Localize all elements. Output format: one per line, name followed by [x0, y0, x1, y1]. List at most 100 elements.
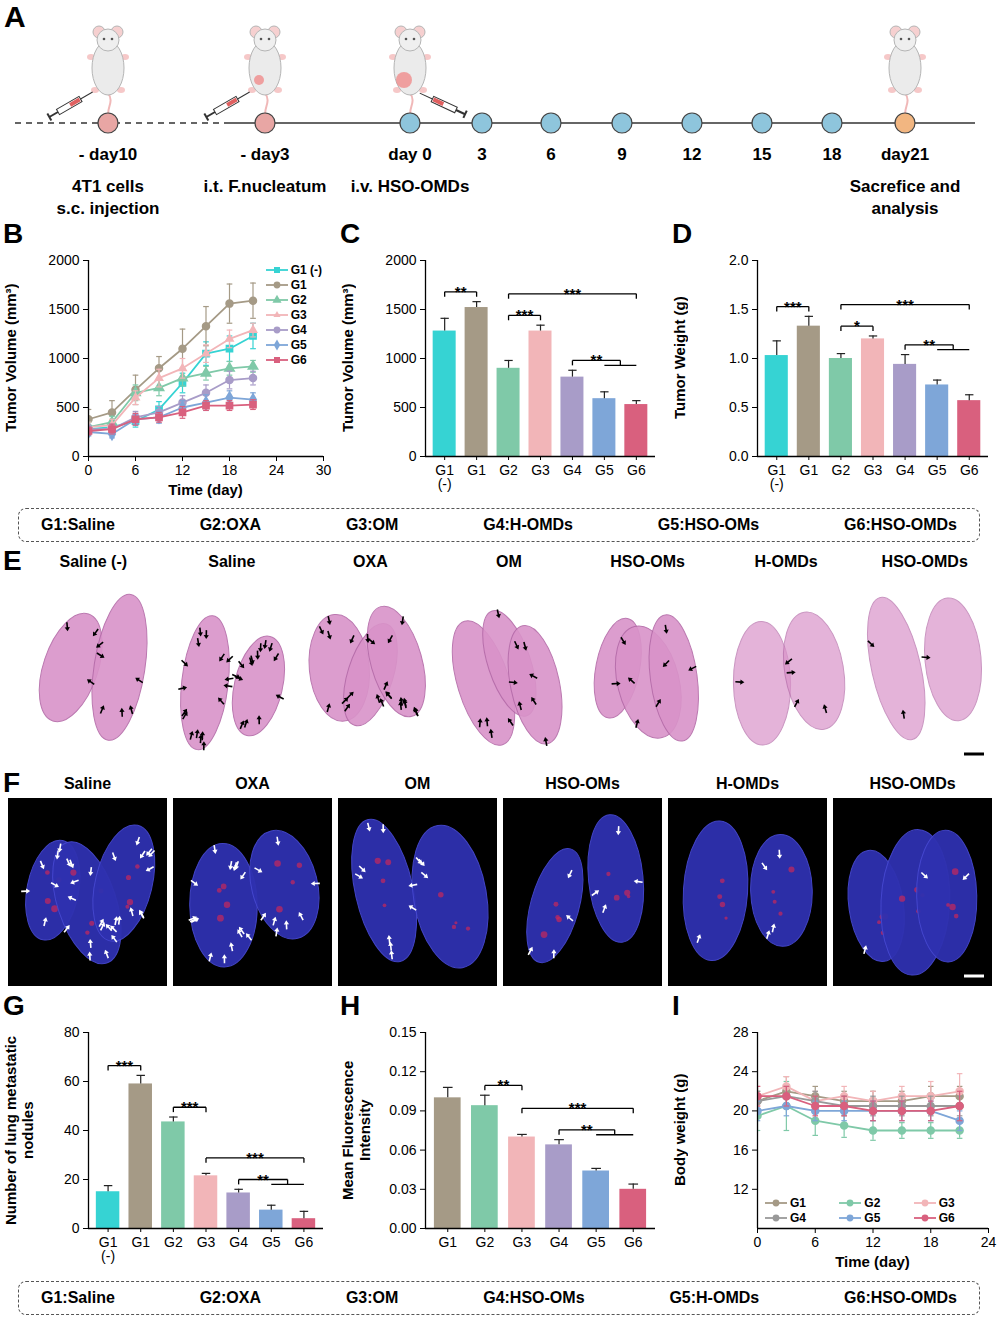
svg-text:0: 0 [409, 448, 417, 464]
svg-text:0.0: 0.0 [729, 448, 749, 464]
svg-text:9: 9 [617, 145, 626, 164]
svg-text:i.t. F.nucleatum: i.t. F.nucleatum [204, 177, 327, 196]
svg-text:G1: G1 [467, 462, 486, 478]
svg-text:G1: G1 [438, 1234, 457, 1250]
svg-text:G1(-): G1(-) [99, 1234, 118, 1264]
svg-text:G4: G4 [229, 1234, 248, 1250]
svg-text:20: 20 [733, 1102, 749, 1118]
svg-text:1.5: 1.5 [729, 301, 749, 317]
svg-text:G6: G6 [295, 1234, 314, 1250]
svg-text:***: *** [564, 285, 582, 302]
svg-text:***: *** [116, 1057, 134, 1074]
svg-text:24: 24 [269, 462, 285, 478]
svg-text:- day3: - day3 [240, 145, 289, 164]
svg-text:0.12: 0.12 [389, 1063, 416, 1079]
svg-text:40: 40 [64, 1122, 80, 1138]
svg-text:2000: 2000 [48, 252, 79, 268]
svg-text:i.v. HSO-OMDs: i.v. HSO-OMDs [351, 177, 470, 196]
svg-text:0: 0 [85, 462, 93, 478]
svg-text:0: 0 [754, 1234, 762, 1250]
svg-text:0.15: 0.15 [389, 1024, 416, 1040]
svg-text:18: 18 [923, 1234, 939, 1250]
svg-text:16: 16 [733, 1142, 749, 1158]
svg-text:G4: G4 [550, 1234, 569, 1250]
svg-text:80: 80 [64, 1024, 80, 1040]
svg-text:18: 18 [823, 145, 842, 164]
svg-text:G1: G1 [799, 462, 818, 478]
svg-text:6: 6 [132, 462, 140, 478]
svg-text:28: 28 [733, 1024, 749, 1040]
svg-text:12: 12 [865, 1234, 881, 1250]
svg-text:*: * [854, 317, 860, 334]
svg-text:***: *** [784, 298, 802, 315]
svg-text:**: ** [923, 336, 935, 353]
svg-text:**: ** [591, 351, 603, 368]
svg-text:***: *** [181, 1098, 199, 1115]
svg-text:***: *** [516, 306, 534, 323]
svg-text:**: ** [455, 283, 467, 300]
svg-text:G5: G5 [928, 462, 947, 478]
svg-text:G3: G3 [197, 1234, 216, 1250]
svg-text:500: 500 [393, 399, 417, 415]
svg-text:500: 500 [56, 399, 80, 415]
svg-text:12: 12 [683, 145, 702, 164]
svg-text:***: *** [246, 1149, 264, 1166]
svg-text:G6: G6 [960, 462, 979, 478]
svg-text:G5: G5 [262, 1234, 281, 1250]
svg-text:analysis: analysis [871, 199, 938, 218]
svg-text:G2: G2 [476, 1234, 495, 1250]
svg-text:6: 6 [546, 145, 555, 164]
svg-text:0.06: 0.06 [389, 1142, 416, 1158]
svg-text:Sacrefice and: Sacrefice and [850, 177, 961, 196]
svg-text:A: A [4, 0, 26, 33]
svg-text:15: 15 [753, 145, 772, 164]
svg-text:G5: G5 [587, 1234, 606, 1250]
svg-text:24: 24 [981, 1234, 997, 1250]
svg-text:day 0: day 0 [388, 145, 431, 164]
svg-text:G1(-): G1(-) [767, 462, 786, 492]
svg-text:24: 24 [733, 1063, 749, 1079]
svg-text:G6: G6 [624, 1234, 643, 1250]
svg-text:0: 0 [72, 448, 80, 464]
svg-text:60: 60 [64, 1073, 80, 1089]
svg-text:**: ** [581, 1121, 593, 1138]
svg-text:G5: G5 [595, 462, 614, 478]
svg-text:0.5: 0.5 [729, 399, 749, 415]
svg-text:18: 18 [222, 462, 238, 478]
svg-text:***: *** [896, 296, 914, 313]
svg-text:1500: 1500 [48, 301, 79, 317]
svg-text:G3: G3 [513, 1234, 532, 1250]
svg-text:G2: G2 [832, 462, 851, 478]
svg-text:2.0: 2.0 [729, 252, 749, 268]
svg-text:12: 12 [733, 1181, 749, 1197]
svg-text:**: ** [257, 1171, 269, 1188]
svg-text:6: 6 [811, 1234, 819, 1250]
svg-text:G2: G2 [164, 1234, 183, 1250]
svg-text:0.03: 0.03 [389, 1181, 416, 1197]
svg-text:G4: G4 [563, 462, 582, 478]
svg-text:2000: 2000 [385, 252, 416, 268]
svg-text:G4: G4 [896, 462, 915, 478]
svg-text:G1: G1 [131, 1234, 150, 1250]
svg-text:s.c. injection: s.c. injection [57, 199, 160, 218]
svg-text:1500: 1500 [385, 301, 416, 317]
svg-text:G3: G3 [864, 462, 883, 478]
svg-text:G1(-): G1(-) [435, 462, 454, 492]
svg-text:day21: day21 [881, 145, 929, 164]
svg-text:12: 12 [175, 462, 191, 478]
svg-text:1000: 1000 [385, 350, 416, 366]
svg-text:G2: G2 [499, 462, 518, 478]
svg-text:30: 30 [316, 462, 332, 478]
svg-text:1000: 1000 [48, 350, 79, 366]
svg-text:0: 0 [72, 1220, 80, 1236]
svg-text:- day10: - day10 [79, 145, 138, 164]
svg-text:20: 20 [64, 1171, 80, 1187]
svg-text:G3: G3 [531, 462, 550, 478]
svg-text:4T1 cells: 4T1 cells [72, 177, 144, 196]
svg-text:0.09: 0.09 [389, 1102, 416, 1118]
svg-text:***: *** [569, 1099, 587, 1116]
svg-text:0.00: 0.00 [389, 1220, 416, 1236]
svg-text:G6: G6 [627, 462, 646, 478]
svg-text:1.0: 1.0 [729, 350, 749, 366]
svg-text:**: ** [498, 1076, 510, 1093]
